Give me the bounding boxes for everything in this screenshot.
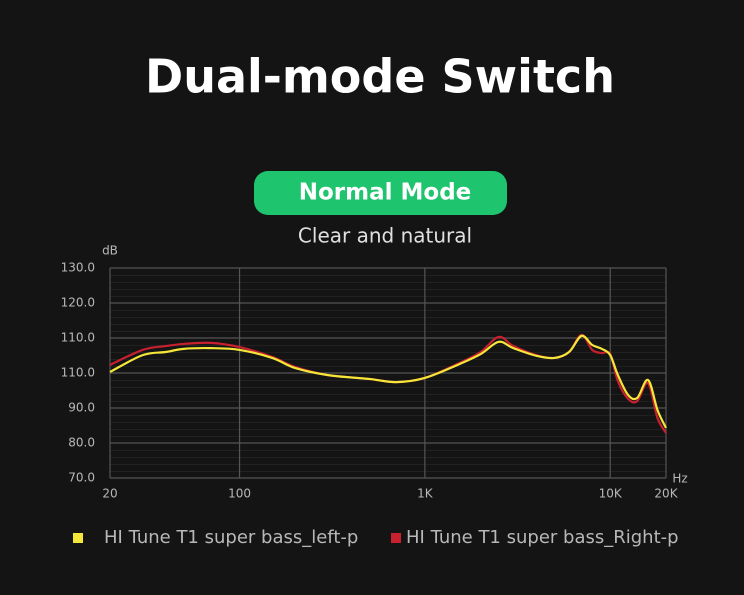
y-tick-label: 80.0 <box>68 436 95 450</box>
legend-label: HI Tune T1 super bass_Right-p <box>406 527 679 548</box>
legend-label: HI Tune T1 super bass_left-p <box>104 527 358 548</box>
y-tick-label: 110.0 <box>61 366 95 380</box>
response-line <box>109 334 667 429</box>
y-tick-label: 130.0 <box>61 261 95 275</box>
legend-swatch <box>391 533 401 543</box>
subtitle: Clear and natural <box>298 224 472 248</box>
legend: HI Tune T1 super bass_Right-p HI Tune T1 … <box>73 527 679 548</box>
x-tick-label: 20K <box>654 487 678 501</box>
chart-title: Dual-mode Switch <box>145 50 615 104</box>
y-tick-label: 120.0 <box>61 296 95 310</box>
badge-label: Normal Mode <box>299 180 472 206</box>
x-tick-label: 20 <box>102 487 117 501</box>
y-tick-label: 110.0 <box>61 331 95 345</box>
y-tick-label: 70.0 <box>68 471 95 485</box>
mode-badge <box>254 171 507 215</box>
x-axis-label: Hz <box>672 472 687 486</box>
x-tick-label: 1K <box>417 487 434 501</box>
y-axis-label: dB <box>102 244 118 258</box>
legend-swatch <box>73 533 83 543</box>
response-line <box>109 333 667 434</box>
x-tick-label: 100 <box>228 487 251 501</box>
x-tick-label: 10K <box>599 487 623 501</box>
y-tick-label: 90.0 <box>68 401 95 415</box>
